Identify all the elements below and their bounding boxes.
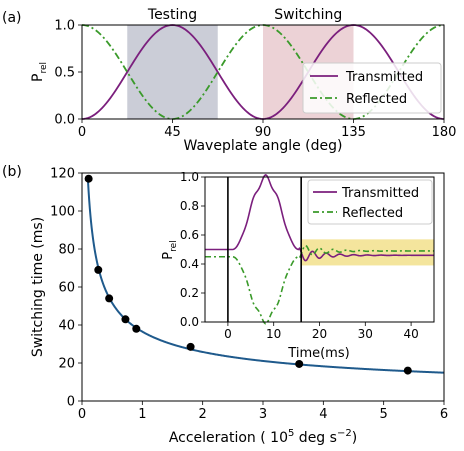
a-xtick-label-4: 180 <box>432 125 457 140</box>
a-legend-label-transmitted: Transmitted <box>345 70 423 85</box>
a-region-0 <box>127 25 218 119</box>
inset-vlines <box>227 177 302 322</box>
inset-band-rect <box>301 239 434 266</box>
a-ylabel: Prel <box>30 62 49 82</box>
b-xlabel: Acceleration ( 105 deg s−2) <box>169 428 357 446</box>
b-ytick-label-1: 20 <box>58 357 75 372</box>
inset-ylabel-sub: rel <box>169 240 179 252</box>
inset-ylabel: Prel <box>161 240 179 259</box>
panel-a: (a) Testing Switching 0 45 90 135 180 0.0 0.5 1… <box>2 7 456 154</box>
b-xlabel-main: Acceleration ( 10 <box>169 430 288 446</box>
inset-xtick-label-3: 30 <box>358 327 373 341</box>
inset-band <box>301 239 434 266</box>
b-point-7 <box>403 366 412 375</box>
a-xtick-label-1: 45 <box>164 125 181 140</box>
b-xtick-label-5: 5 <box>380 407 388 422</box>
a-ylabel-main: P <box>30 74 46 82</box>
a-legend-label-reflected: Reflected <box>346 92 407 107</box>
b-xlabel-tail: deg s <box>294 430 337 446</box>
inset-ytick-label-0: 0.0 <box>180 315 199 329</box>
inset-legend-box <box>307 179 433 225</box>
inset-xtick-label-2: 20 <box>312 327 327 341</box>
a-ytick-label-2: 1.0 <box>54 19 75 34</box>
b-xtick-label-6: 6 <box>440 407 448 422</box>
a-ytick-label-1: 0.5 <box>54 66 75 81</box>
b-inset: 0 10 20 30 40 0.0 0.2 0.4 0.6 0.8 1.0 Time(ms) Pr… <box>161 170 435 361</box>
b-xtick-label-2: 2 <box>199 407 207 422</box>
b-xtick-label-3: 3 <box>259 407 267 422</box>
b-point-1 <box>94 265 103 274</box>
b-xtick-label-4: 4 <box>319 407 327 422</box>
b-ytick-label-0: 0 <box>67 395 75 410</box>
b-points <box>84 174 412 375</box>
panel-b-label: (b) <box>2 164 22 180</box>
inset-series <box>205 174 435 325</box>
inset-ytick-label-1: 0.2 <box>180 286 199 300</box>
inset-ytick-label-4: 0.8 <box>180 199 199 213</box>
a-xtick-label-2: 90 <box>255 125 272 140</box>
panel-a-label: (a) <box>2 10 22 26</box>
inset-legend-label-reflected: Reflected <box>342 206 403 221</box>
b-yticks: 0 20 40 60 80 100 120 <box>50 167 82 410</box>
a-xlabel: Waveplate angle (deg) <box>184 138 343 154</box>
b-fit-line <box>87 181 445 374</box>
inset-series-reflected <box>205 244 435 325</box>
inset-xlabel: Time(ms) <box>287 346 349 361</box>
inset-legend: Transmitted Reflected <box>307 179 433 225</box>
b-ylabel: Switching time (ms) <box>30 217 46 357</box>
b-ytick-label-4: 80 <box>58 243 75 258</box>
inset-ytick-label-2: 0.4 <box>180 257 199 271</box>
inset-legend-label-transmitted: Transmitted <box>341 186 419 201</box>
b-point-2 <box>105 294 114 303</box>
b-ytick-label-5: 100 <box>50 205 75 220</box>
b-point-5 <box>186 342 195 351</box>
b-point-3 <box>121 315 130 324</box>
inset-ytick-label-5: 1.0 <box>180 170 199 184</box>
b-xlabel-sup: 5 <box>288 428 294 439</box>
b-xtick-label-0: 0 <box>78 407 86 422</box>
a-xtick-label-0: 0 <box>78 125 86 140</box>
b-xlabel-end: ) <box>352 430 357 446</box>
b-point-4 <box>132 324 141 333</box>
a-xticks: 0 45 90 135 180 <box>78 119 457 140</box>
a-yticks: 0.0 0.5 1.0 <box>54 19 82 128</box>
inset-ytick-label-3: 0.6 <box>180 228 199 242</box>
b-xtick-label-1: 1 <box>138 407 146 422</box>
a-region-label-1: Switching <box>274 7 342 23</box>
b-ytick-label-6: 120 <box>50 167 75 182</box>
inset-yticks: 0.0 0.2 0.4 0.6 0.8 1.0 <box>180 170 205 329</box>
a-region-label-0: Testing <box>147 7 197 23</box>
inset-xtick-label-4: 40 <box>403 327 418 341</box>
b-point-0 <box>84 174 93 183</box>
a-ylabel-sub: rel <box>39 62 49 74</box>
inset-xtick-label-1: 10 <box>266 327 281 341</box>
a-legend: Transmitted Reflected <box>302 62 442 114</box>
b-fit-curve <box>87 181 445 374</box>
a-xtick-label-3: 135 <box>341 125 366 140</box>
a-ytick-label-0: 0.0 <box>54 113 75 128</box>
inset-xtick-label-0: 0 <box>224 327 232 341</box>
b-xlabel-sup2: −2 <box>337 428 352 439</box>
inset-xticks: 0 10 20 30 40 <box>224 322 419 341</box>
b-point-6 <box>295 359 304 368</box>
inset-ylabel-main: P <box>161 252 176 260</box>
b-xticks: 0 1 2 3 4 5 6 <box>78 401 448 422</box>
b-ytick-label-3: 60 <box>58 281 75 296</box>
b-ytick-label-2: 40 <box>58 319 75 334</box>
inset-series-transmitted <box>205 174 435 262</box>
